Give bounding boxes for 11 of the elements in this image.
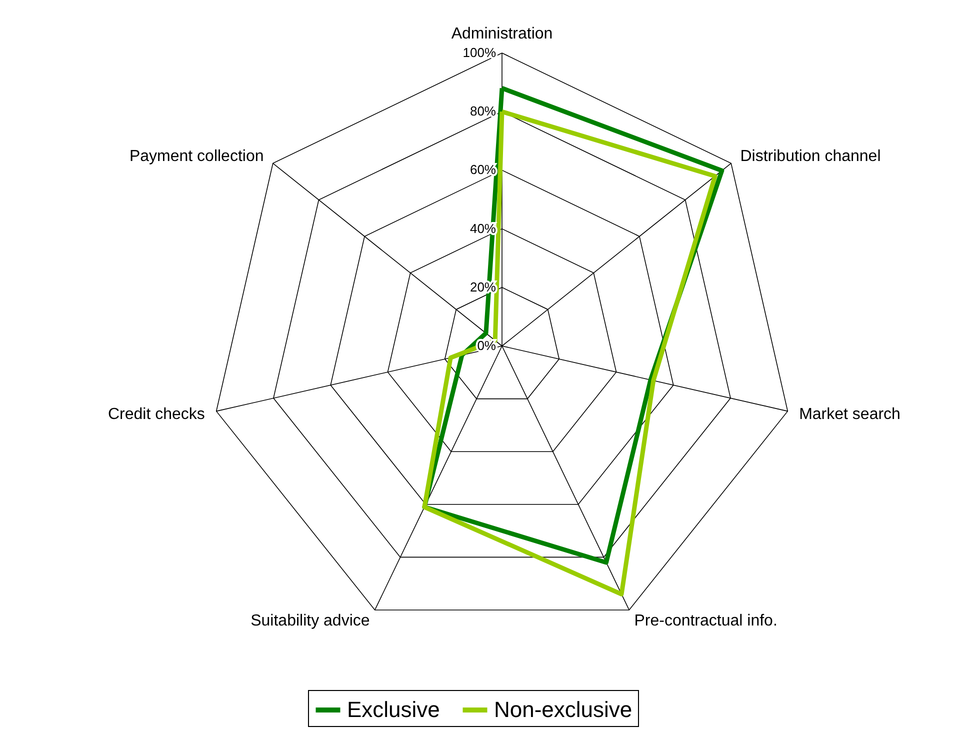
spoke-label: Credit checks — [108, 406, 205, 423]
spoke-label: Administration — [451, 25, 553, 42]
spoke-label: Market search — [799, 406, 900, 423]
legend-label: Exclusive — [347, 697, 440, 722]
legend-label: Non-exclusive — [494, 697, 632, 722]
y-tick-label: 100% — [462, 45, 496, 60]
spoke-label: Payment collection — [129, 148, 264, 166]
spoke-label: Distribution channel — [740, 148, 881, 166]
spoke-label: Pre-contractual info. — [634, 612, 778, 630]
spoke-label: Suitability advice — [250, 612, 370, 630]
y-tick-label: 80% — [470, 104, 496, 119]
